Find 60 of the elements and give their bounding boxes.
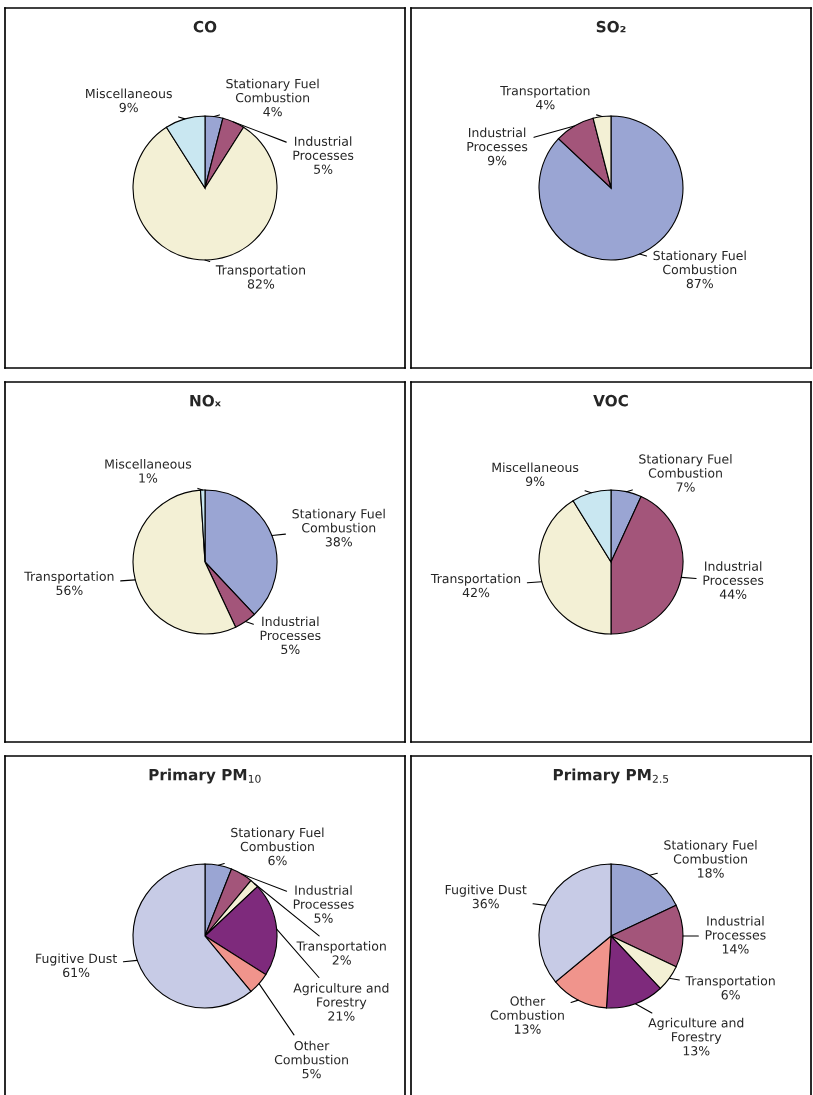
- slice-label: Industrial Processes: [293, 136, 354, 160]
- slice-label: Stationary Fuel Combustion: [664, 839, 757, 864]
- data-label: 9%: [119, 102, 138, 113]
- data-label: 9%: [487, 155, 507, 166]
- data-label: 36%: [472, 898, 499, 909]
- data-label: 7%: [676, 482, 695, 492]
- data-label: 87%: [686, 278, 713, 289]
- data-label: 13%: [514, 1024, 541, 1034]
- data-label: 2%: [332, 955, 351, 965]
- data-label: 14%: [722, 944, 749, 954]
- data-label: 61%: [63, 967, 90, 978]
- chart-title: VOC: [593, 394, 628, 407]
- slice-label: Miscellaneous: [105, 459, 192, 469]
- data-label: 56%: [56, 585, 83, 596]
- data-label: 44%: [719, 589, 747, 599]
- data-label: 18%: [698, 868, 724, 878]
- slice-label: Transportation: [430, 573, 521, 586]
- data-label: 4%: [536, 99, 555, 110]
- slice-label: Transportation: [215, 264, 305, 278]
- data-label: 13%: [683, 1046, 710, 1056]
- slice-label: Industrial Processes: [705, 915, 766, 940]
- slice-label: Industrial Processes: [467, 127, 528, 152]
- data-label: 5%: [302, 1068, 321, 1079]
- data-label: 82%: [247, 279, 275, 289]
- slice-label: Fugitive Dust: [445, 884, 527, 897]
- chart-title: SO₂: [596, 20, 626, 33]
- slice-label: Fugitive Dust: [36, 953, 117, 966]
- slice-label: Stationary Fuel Combustion: [231, 827, 324, 852]
- data-label: 5%: [314, 913, 333, 923]
- data-label: 5%: [281, 644, 300, 655]
- slice-label: Stationary Fuel Combustion: [292, 508, 385, 533]
- slice-label: Transportation: [685, 975, 775, 988]
- data-label: 38%: [325, 537, 352, 547]
- data-label: 42%: [462, 587, 490, 598]
- slice-label: Stationary Fuel Combustion: [226, 78, 319, 103]
- chart-title: CO: [193, 20, 217, 33]
- slice-label: Stationary Fuel Combustion: [653, 250, 746, 275]
- slice-label: Industrial Processes: [293, 885, 354, 909]
- slice-label: Transportation: [500, 85, 590, 98]
- slice-label: Transportation: [296, 941, 386, 954]
- data-label: 5%: [314, 164, 333, 174]
- data-label: 9%: [525, 476, 545, 487]
- slice-label: Stationary Fuel Combustion: [639, 454, 732, 478]
- slice-label: Agriculture and Forestry: [293, 983, 389, 1010]
- data-label: 21%: [328, 1011, 355, 1021]
- chart-title: Primary PM$_{10}$: [149, 768, 261, 784]
- slice-label: Agriculture and Forestry: [648, 1017, 744, 1044]
- slice-label: Other Combustion: [490, 996, 564, 1020]
- data-label: 6%: [268, 855, 287, 866]
- data-label: 6%: [721, 990, 740, 1000]
- slice-label: Miscellaneous: [86, 88, 172, 99]
- chart-title: NOₓ: [190, 394, 221, 407]
- data-label: 4%: [263, 106, 282, 117]
- slice-label: Industrial Processes: [260, 616, 321, 641]
- data-label: 1%: [139, 473, 158, 483]
- slice-label: Miscellaneous: [492, 462, 579, 473]
- chart-title: Primary PM$_{2.5}$: [553, 768, 669, 784]
- slice-label: Transportation: [24, 571, 114, 584]
- slice-label: Industrial Processes: [703, 561, 764, 585]
- slice-label: Other Combustion: [274, 1040, 348, 1065]
